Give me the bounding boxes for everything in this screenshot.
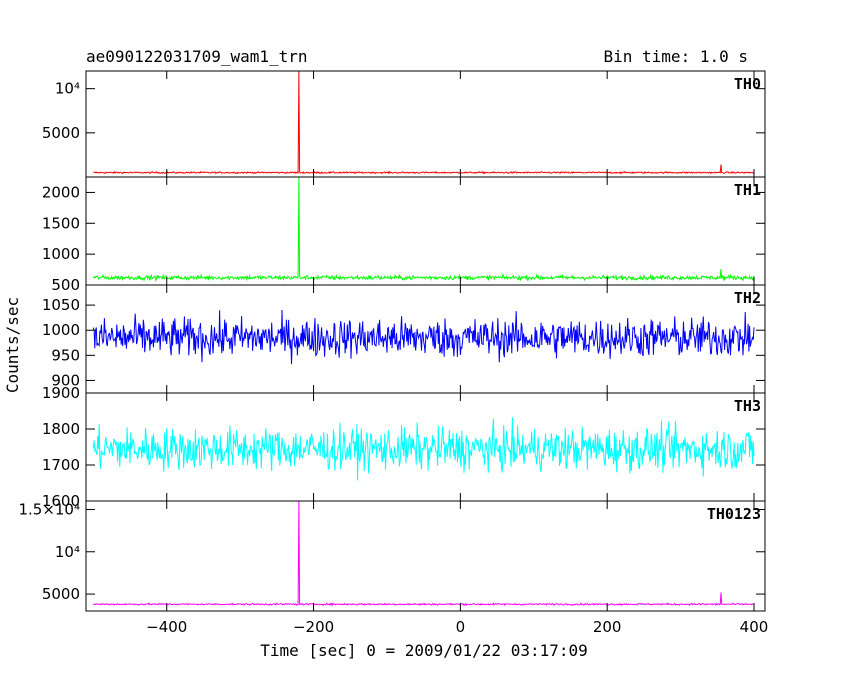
- y-tick-label: 1900: [42, 384, 80, 402]
- series-line-th0: [93, 71, 755, 175]
- y-tick-label: 500: [51, 276, 80, 294]
- chart-title: ae090122031709_wam1_trn: [86, 47, 308, 66]
- x-tick-label: 200: [593, 618, 622, 636]
- x-axis-ticks: −400 −200 0 200 400: [146, 618, 768, 636]
- series-line-th1: [92, 177, 755, 282]
- y-tick-label: 950: [51, 346, 80, 364]
- x-axis-label: Time [sec] 0 = 2009/01/22 03:17:09: [260, 641, 588, 660]
- y-tick-label: 1800: [42, 420, 80, 438]
- x-tick-label: 400: [740, 618, 769, 636]
- panel-th0123: 5000 10⁴ 1.5×10⁴ TH0123: [18, 500, 766, 612]
- y-tick-label: 10⁴: [55, 543, 80, 561]
- panel-frame: [85, 500, 766, 612]
- panel-th0: 5000 10⁴ TH0: [42, 70, 766, 178]
- y-tick-label: 5000: [42, 585, 80, 603]
- panel-th1: 500 1000 1500 2000 TH1: [42, 176, 766, 294]
- y-tick-label: 1050: [42, 296, 80, 314]
- panels-group: 5000 10⁴ TH0 500 1000 1500 2000 TH1 900 950 1000 10…: [18, 70, 766, 612]
- y-tick-label: 1000: [42, 245, 80, 263]
- panel-th3: 1600 1700 1800 1900 TH3: [42, 384, 766, 510]
- series-line-th2: [92, 309, 755, 365]
- y-tick-label: 1600: [42, 492, 80, 510]
- panel-name: TH0: [734, 75, 761, 93]
- panel-name: TH1: [734, 181, 761, 199]
- panel-name: TH0123: [707, 505, 761, 523]
- y-axis-label: Counts/sec: [3, 297, 22, 393]
- bin-time-label: Bin time: 1.0 s: [604, 47, 749, 66]
- y-tick-label: 1500: [42, 214, 80, 232]
- panel-name: TH2: [734, 289, 761, 307]
- panel-th2: 900 950 1000 1050 TH2: [42, 284, 766, 394]
- y-tick-label: 5000: [42, 124, 80, 142]
- x-tick-label: −400: [146, 618, 187, 636]
- y-tick-label: 1700: [42, 456, 80, 474]
- y-tick-label: 2000: [42, 183, 80, 201]
- x-tick-label: −200: [293, 618, 334, 636]
- y-tick-label: 1000: [42, 321, 80, 339]
- panel-frame: [85, 176, 766, 286]
- y-tick-label: 900: [51, 371, 80, 389]
- y-tick-label: 1.5×10⁴: [18, 500, 80, 518]
- panel-name: TH3: [734, 397, 761, 415]
- series-line-th3: [92, 417, 755, 481]
- y-tick-label: 10⁴: [55, 80, 80, 98]
- series-line-th0123: [93, 501, 755, 607]
- x-tick-label: 0: [456, 618, 466, 636]
- panel-frame: [85, 70, 766, 178]
